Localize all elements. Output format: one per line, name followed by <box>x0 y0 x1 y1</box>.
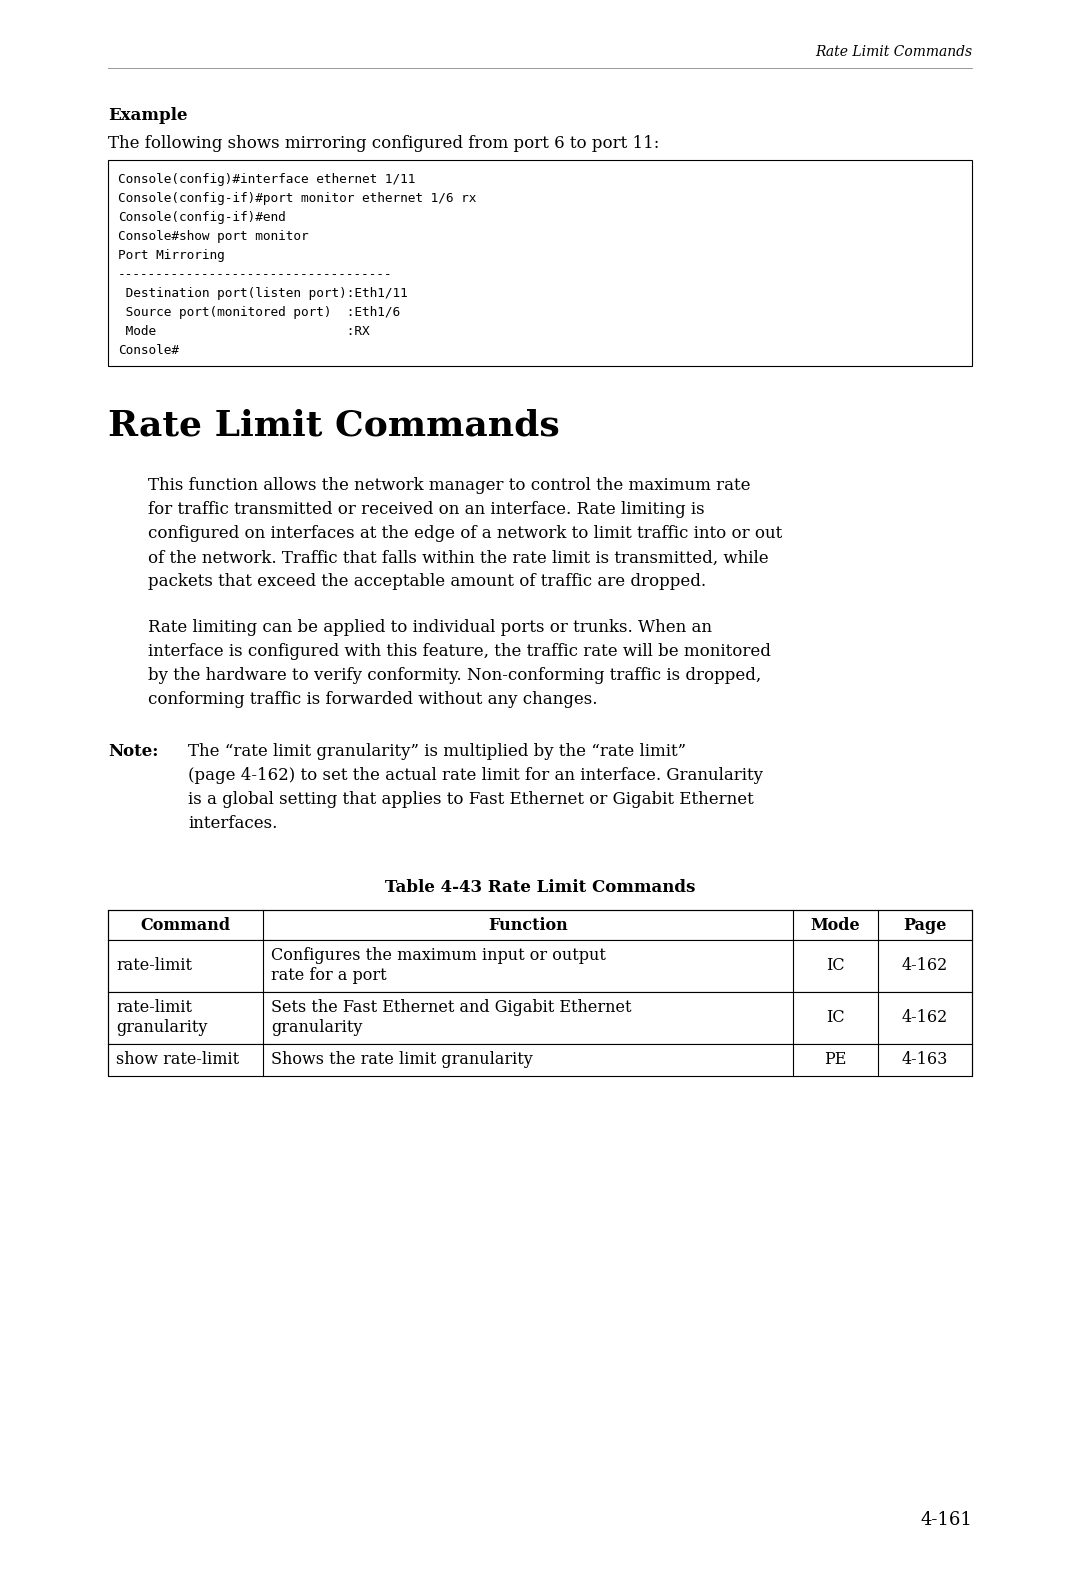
Text: Function: Function <box>488 917 568 934</box>
Text: Mode                         :RX: Mode :RX <box>118 325 369 338</box>
Text: rate-limit: rate-limit <box>116 958 192 975</box>
Text: Rate Limit Commands: Rate Limit Commands <box>815 46 972 60</box>
Text: Console#show port monitor: Console#show port monitor <box>118 229 309 243</box>
Text: 4-162: 4-162 <box>902 958 948 975</box>
Text: granularity: granularity <box>116 1019 207 1036</box>
Text: Mode: Mode <box>811 917 861 934</box>
Bar <box>108 992 972 1044</box>
Text: interface is configured with this feature, the traffic rate will be monitored: interface is configured with this featur… <box>148 644 771 661</box>
Text: granularity: granularity <box>271 1019 363 1036</box>
Text: Console(config)#interface ethernet 1/11: Console(config)#interface ethernet 1/11 <box>118 173 416 185</box>
Text: Console#: Console# <box>118 344 179 356</box>
Text: PE: PE <box>824 1052 847 1069</box>
Text: is a global setting that applies to Fast Ethernet or Gigabit Ethernet: is a global setting that applies to Fast… <box>188 791 754 809</box>
Text: Destination port(listen port):Eth1/11: Destination port(listen port):Eth1/11 <box>118 287 408 300</box>
Bar <box>108 1044 972 1075</box>
Text: of the network. Traffic that falls within the rate limit is transmitted, while: of the network. Traffic that falls withi… <box>148 550 769 567</box>
Text: Example: Example <box>108 107 188 124</box>
Text: ------------------------------------: ------------------------------------ <box>118 268 392 281</box>
Text: 4-162: 4-162 <box>902 1010 948 1027</box>
Text: Console(config-if)#port monitor ethernet 1/6 rx: Console(config-if)#port monitor ethernet… <box>118 192 476 206</box>
Text: The “rate limit granularity” is multiplied by the “rate limit”: The “rate limit granularity” is multipli… <box>188 744 686 760</box>
Text: packets that exceed the acceptable amount of traffic are dropped.: packets that exceed the acceptable amoun… <box>148 573 706 590</box>
Text: for traffic transmitted or received on an interface. Rate limiting is: for traffic transmitted or received on a… <box>148 501 704 518</box>
Text: The following shows mirroring configured from port 6 to port 11:: The following shows mirroring configured… <box>108 135 660 151</box>
Text: Command: Command <box>140 917 230 934</box>
Text: IC: IC <box>826 1010 845 1027</box>
Text: Configures the maximum input or output: Configures the maximum input or output <box>271 948 606 964</box>
Bar <box>108 940 972 992</box>
Text: IC: IC <box>826 958 845 975</box>
Text: 4-163: 4-163 <box>902 1052 948 1069</box>
Text: show rate-limit: show rate-limit <box>116 1052 239 1069</box>
Bar <box>108 160 972 366</box>
Text: Shows the rate limit granularity: Shows the rate limit granularity <box>271 1052 532 1069</box>
Text: Port Mirroring: Port Mirroring <box>118 250 225 262</box>
Text: This function allows the network manager to control the maximum rate: This function allows the network manager… <box>148 477 751 495</box>
Text: Sets the Fast Ethernet and Gigabit Ethernet: Sets the Fast Ethernet and Gigabit Ether… <box>271 1000 632 1016</box>
Text: configured on interfaces at the edge of a network to limit traffic into or out: configured on interfaces at the edge of … <box>148 526 782 543</box>
Text: conforming traffic is forwarded without any changes.: conforming traffic is forwarded without … <box>148 691 597 708</box>
Text: Table 4-43 Rate Limit Commands: Table 4-43 Rate Limit Commands <box>384 879 696 896</box>
Text: rate for a port: rate for a port <box>271 967 387 984</box>
Text: by the hardware to verify conformity. Non-conforming traffic is dropped,: by the hardware to verify conformity. No… <box>148 667 761 685</box>
Text: 4-161: 4-161 <box>920 1510 972 1529</box>
Text: Rate Limit Commands: Rate Limit Commands <box>108 410 559 443</box>
Text: Console(config-if)#end: Console(config-if)#end <box>118 210 286 225</box>
Text: rate-limit: rate-limit <box>116 1000 192 1016</box>
Text: Rate limiting can be applied to individual ports or trunks. When an: Rate limiting can be applied to individu… <box>148 620 712 636</box>
Text: Page: Page <box>903 917 947 934</box>
Bar <box>108 911 972 940</box>
Text: interfaces.: interfaces. <box>188 815 278 832</box>
Text: Note:: Note: <box>108 744 159 760</box>
Text: (page 4-162) to set the actual rate limit for an interface. Granularity: (page 4-162) to set the actual rate limi… <box>188 768 762 785</box>
Text: Source port(monitored port)  :Eth1/6: Source port(monitored port) :Eth1/6 <box>118 306 400 319</box>
